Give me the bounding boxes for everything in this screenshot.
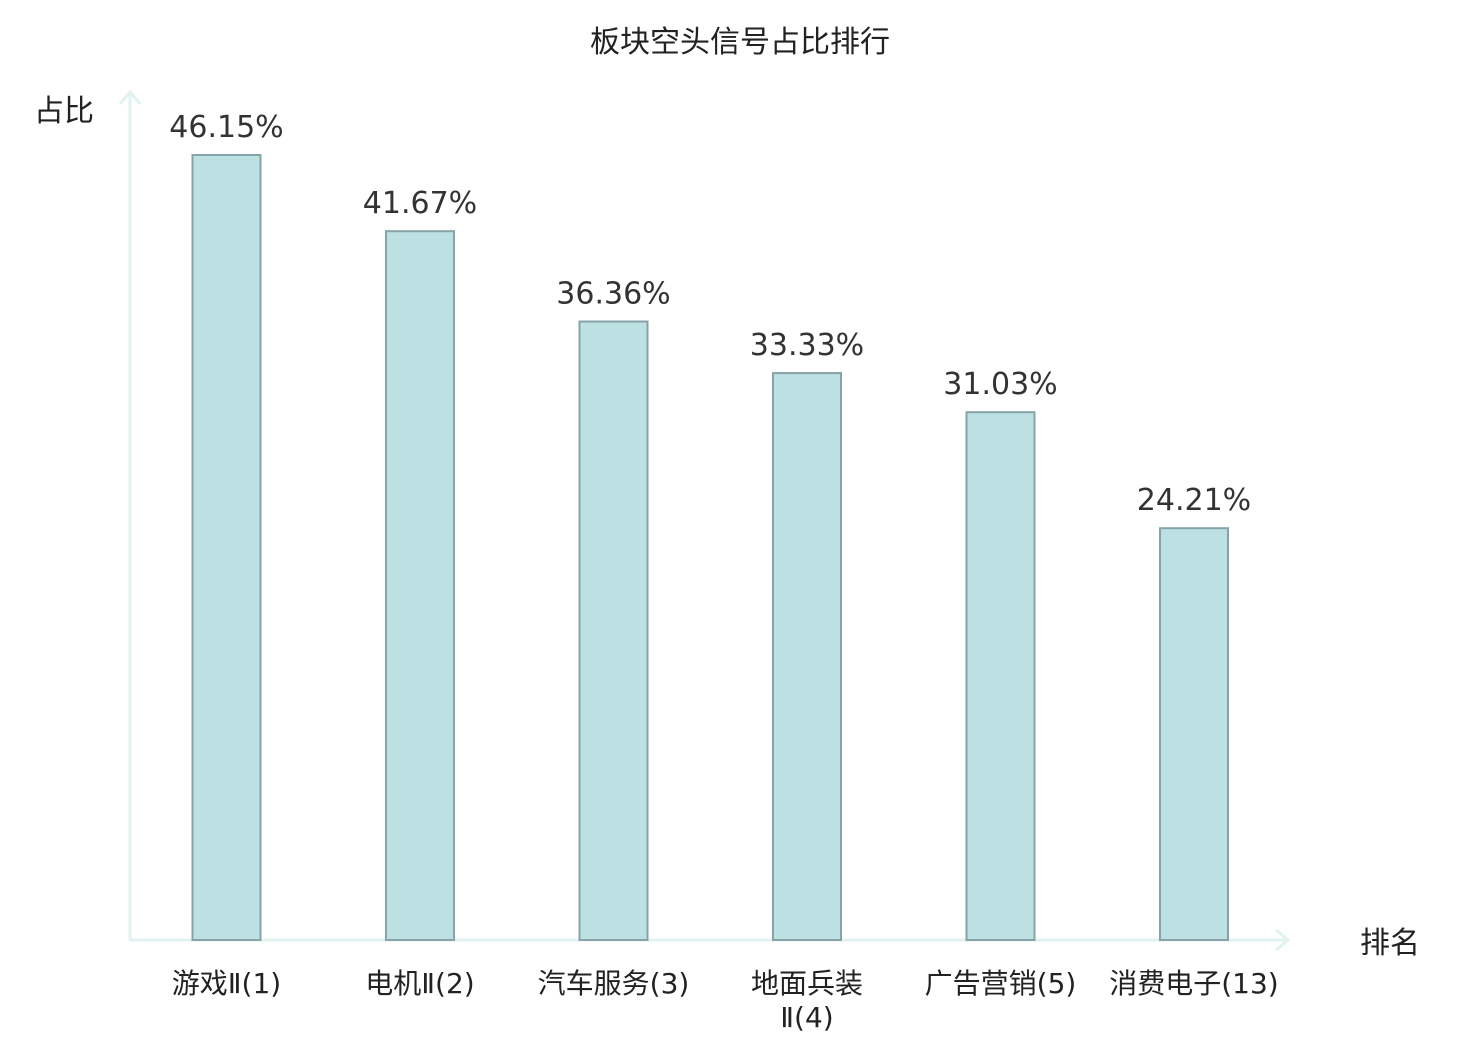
x-axis-label: 排名 [1360, 926, 1420, 961]
value-label-1: 46.15% [169, 110, 283, 145]
value-label-6: 24.21% [1137, 483, 1251, 518]
value-label-4: 33.33% [750, 328, 864, 363]
bar-6 [1159, 527, 1229, 941]
category-label-5: 广告营销(5) [925, 967, 1077, 1000]
y-axis-label: 占比 [34, 94, 94, 129]
value-label-3: 36.36% [556, 277, 670, 312]
bar-3 [578, 320, 649, 941]
x-axis-arrow-icon [1275, 928, 1291, 952]
bar-4 [772, 372, 842, 941]
value-labels: 46.15% 41.67% 36.36% 33.33% 31.03% 24.21% [169, 110, 1251, 518]
value-label-5: 31.03% [943, 367, 1057, 402]
axes [118, 89, 1291, 952]
category-label-2: 电机Ⅱ(2) [365, 967, 474, 1000]
category-label-6: 消费电子(13) [1109, 967, 1278, 1000]
bar-1 [191, 154, 262, 941]
category-labels: 游戏Ⅱ(1) 电机Ⅱ(2) 汽车服务(3) 地面兵装 Ⅱ(4) 广告营销(5) 消费电子(1… [172, 967, 1279, 1034]
bar-2 [385, 230, 455, 942]
category-label-1: 游戏Ⅱ(1) [172, 967, 281, 1000]
bars [191, 154, 1229, 942]
value-label-2: 41.67% [363, 186, 477, 221]
category-label-4: 地面兵装 Ⅱ(4) [751, 967, 863, 1034]
category-label-3: 汽车服务(3) [538, 967, 690, 1000]
chart-title: 板块空头信号占比排行 [590, 25, 890, 60]
y-axis-arrow-icon [118, 89, 142, 105]
bar-5 [965, 411, 1036, 941]
